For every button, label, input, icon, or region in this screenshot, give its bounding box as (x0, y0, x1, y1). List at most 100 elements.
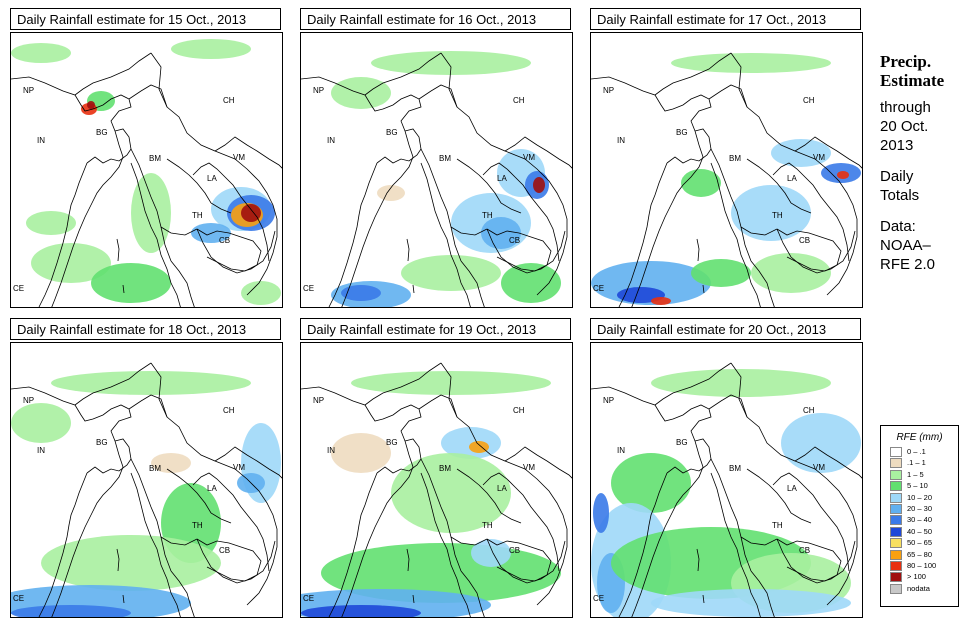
boundary-line (130, 458, 172, 572)
boundary-line (710, 148, 752, 262)
sidebar-date-line-1: 20 Oct. (880, 118, 929, 135)
panel-title: Daily Rainfall estimate for 15 Oct., 201… (10, 8, 281, 30)
rainfall-patch (731, 185, 811, 241)
sidebar-date-line-2: 2013 (880, 137, 914, 154)
boundary-line (412, 284, 415, 294)
boundary-line (631, 440, 704, 617)
rainfall-patch (11, 403, 71, 443)
legend-swatch (890, 458, 902, 469)
rainfall-field (591, 369, 861, 617)
sidebar-through: through (880, 99, 931, 116)
rainfall-map: NP CH IN BG BM VM LA TH CB CE (590, 342, 863, 618)
boundary-line (196, 228, 262, 272)
legend-item: > 100 (881, 571, 958, 583)
boundary-line (51, 440, 124, 617)
country-label-vm: VM (523, 153, 535, 162)
boundary-line (418, 84, 458, 108)
legend-label: nodata (907, 583, 930, 593)
country-label-vm: VM (813, 463, 825, 472)
rainfall-patch (87, 101, 95, 109)
rainfall-patch (41, 535, 221, 591)
country-label-th: TH (482, 211, 493, 220)
boundary-line (750, 570, 775, 617)
country-label-bg: BG (676, 438, 688, 447)
boundary-line (456, 468, 522, 524)
boundary-line (654, 404, 712, 442)
boundary-line (450, 226, 488, 236)
rainfall-patch (837, 171, 849, 179)
legend-label: 65 – 80 (907, 549, 933, 559)
country-label-bm: BM (149, 464, 161, 473)
boundary-line (654, 94, 712, 132)
rainfall-patch (171, 39, 251, 59)
legend-item: 65 – 80 (881, 549, 958, 560)
country-label-np: NP (603, 396, 614, 405)
country-label-np: NP (313, 86, 324, 95)
country-label-la: LA (787, 174, 797, 183)
rainfall-patch (341, 285, 381, 301)
legend-item: 0 – .1 (881, 446, 958, 457)
boundary-line (794, 460, 858, 606)
boundary-line (696, 238, 700, 262)
country-label-bm: BM (439, 154, 451, 163)
rainfall-patch (331, 433, 391, 473)
boundary-line (460, 570, 485, 617)
country-label-np: NP (23, 396, 34, 405)
country-label-bm: BM (729, 464, 741, 473)
boundary-line (376, 128, 422, 164)
rainfall-patch (469, 441, 489, 453)
legend-item: nodata (881, 583, 958, 594)
legend-swatch (890, 526, 902, 537)
map-canvas: NP CH IN BG BM VM LA TH CB CE (11, 362, 282, 617)
map-canvas: NP CH IN BG BM VM LA TH CB CE (301, 362, 572, 617)
boundary-line (38, 472, 88, 617)
country-label-vm: VM (233, 463, 245, 472)
boundary-line (74, 404, 132, 442)
country-label-cb: CB (509, 236, 520, 245)
country-label-bm: BM (149, 154, 161, 163)
country-label-in: IN (617, 136, 625, 145)
boundary-line (666, 438, 712, 474)
boundary-line (456, 158, 522, 214)
boundary-line (51, 130, 124, 307)
rainfall-map: NP CH IN BG BM VM LA TH CB CE (300, 342, 573, 618)
sidebar-data-source: NOAA– (880, 237, 931, 254)
boundary-line (420, 148, 462, 262)
country-label-np: NP (603, 86, 614, 95)
rainfall-patch (651, 589, 851, 617)
sidebar-heading-line-2: Estimate (880, 71, 945, 90)
boundary-line (328, 472, 378, 617)
boundary-line (776, 228, 842, 272)
sidebar-daily: Daily (880, 168, 914, 185)
rainfall-patch (671, 53, 831, 73)
rainfall-patch (377, 185, 405, 201)
boundary-line (740, 226, 778, 236)
legend-swatch (890, 538, 902, 549)
country-label-ch: CH (513, 406, 525, 415)
boundary-line (364, 404, 422, 442)
boundary-line (666, 128, 712, 164)
boundary-line (486, 228, 552, 272)
legend-label: > 100 (907, 572, 926, 582)
country-label-ce: CE (303, 594, 314, 603)
boundary-line (412, 594, 415, 604)
legend-label: 80 – 100 (907, 560, 937, 570)
rainfall-patch (533, 177, 545, 193)
boundary-line (166, 468, 232, 524)
boundary-line (460, 260, 485, 307)
legend-swatch (890, 560, 902, 571)
boundary-line (420, 472, 471, 617)
rainfall-panel: Daily Rainfall estimate for 19 Oct., 201… (300, 318, 573, 618)
boundary-line (192, 472, 270, 572)
panel-title: Daily Rainfall estimate for 19 Oct., 201… (300, 318, 571, 340)
rainfall-patch (611, 453, 691, 513)
country-label-bm: BM (439, 464, 451, 473)
boundary-line (301, 362, 442, 406)
country-label-th: TH (772, 521, 783, 530)
boundary-line (750, 260, 775, 307)
country-label-ce: CE (303, 284, 314, 293)
rainfall-patch (401, 255, 501, 291)
legend-swatch (890, 583, 902, 594)
country-label-vm: VM (233, 153, 245, 162)
boundary-line (486, 538, 552, 582)
